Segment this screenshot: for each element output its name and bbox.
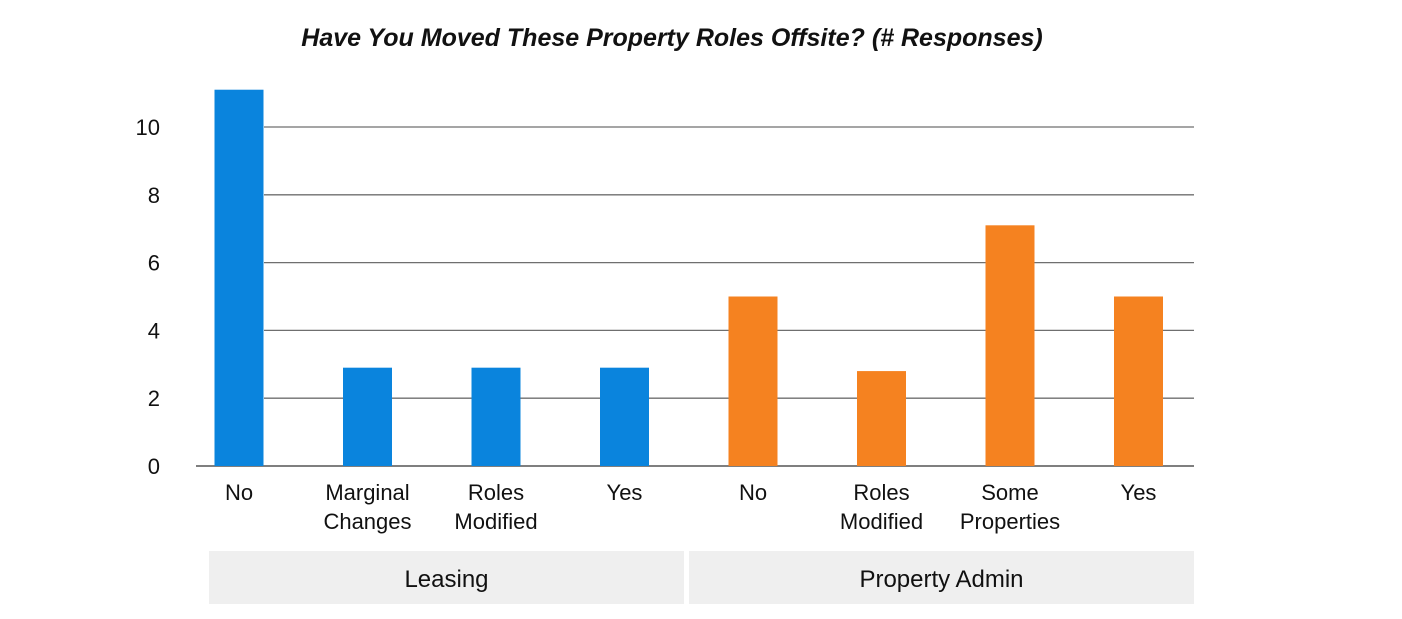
x-tick-label: No [225,480,253,505]
x-tick-label: No [739,480,767,505]
y-tick-label: 10 [136,115,160,140]
group-labels: Leasing Property Admin [209,551,1194,604]
bar [728,296,778,466]
x-tick-label: Yes [607,480,643,505]
chart-title: Have You Moved These Property Roles Offs… [301,24,1042,52]
bar [343,367,392,466]
x-tick-label: Roles [853,480,909,505]
group-label-box [689,551,1194,604]
x-tick-label: Roles [468,480,524,505]
bar [471,367,521,466]
x-tick-label: Changes [323,509,411,534]
x-tick-label: Properties [960,509,1060,534]
bar [214,89,264,467]
y-tick-label: 2 [148,386,160,411]
y-tick-label: 8 [148,183,160,208]
y-tick-label: 0 [148,454,160,479]
x-tick-label: Some [981,480,1038,505]
x-tick-label: Modified [840,509,923,534]
bar [1114,296,1163,466]
group-label: Property Admin [859,566,1023,593]
y-axis-ticks: 0 2 4 6 8 10 [136,115,160,479]
y-tick-label: 6 [148,251,160,276]
x-tick-label: Modified [454,509,537,534]
bar [600,367,649,466]
bar [985,225,1035,466]
x-tick-label: Yes [1121,480,1157,505]
group-label: Leasing [404,566,488,593]
y-tick-label: 4 [148,318,160,343]
bars [214,89,1163,467]
bar [857,371,906,466]
group-label-box [209,551,684,604]
x-axis-ticks: No Marginal Changes Roles Modified Yes No Roles… [225,480,1157,534]
x-tick-label: Marginal [325,480,409,505]
